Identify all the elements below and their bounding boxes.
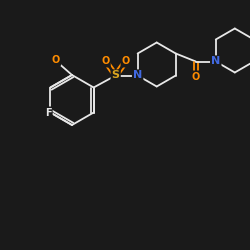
Text: O: O bbox=[192, 72, 200, 82]
Text: N: N bbox=[133, 70, 142, 81]
Text: O: O bbox=[102, 56, 110, 66]
Text: F: F bbox=[45, 108, 52, 118]
Text: S: S bbox=[112, 70, 120, 81]
Text: O: O bbox=[52, 55, 60, 65]
Text: N: N bbox=[211, 56, 220, 66]
Text: O: O bbox=[122, 56, 130, 66]
